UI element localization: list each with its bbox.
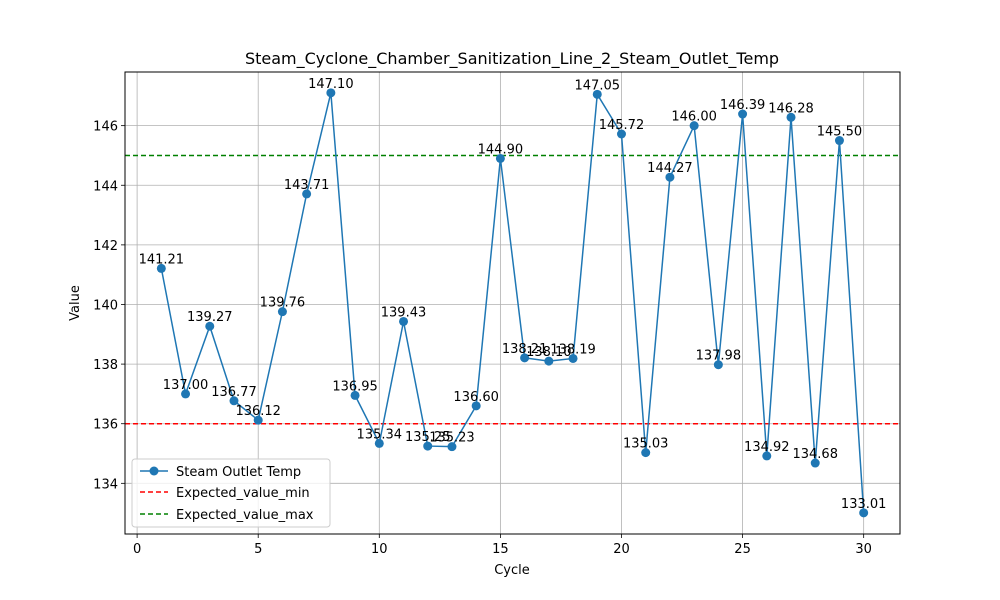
- data-label: 143.71: [284, 178, 330, 193]
- y-tick-label: 144: [93, 179, 118, 194]
- data-label: 137.00: [163, 378, 209, 393]
- data-label: 138.19: [550, 342, 596, 357]
- data-label: 147.10: [308, 77, 354, 92]
- data-point: [762, 451, 772, 461]
- data-label: 137.98: [696, 349, 742, 364]
- data-point: [495, 153, 505, 163]
- data-point: [810, 458, 820, 468]
- data-label: 134.68: [792, 447, 838, 462]
- data-point: [738, 109, 748, 119]
- data-point: [471, 401, 481, 411]
- data-label: 139.27: [187, 310, 233, 325]
- data-label: 134.92: [744, 440, 790, 455]
- legend-label-min: Expected_value_min: [176, 486, 310, 501]
- data-label: 133.01: [841, 497, 887, 512]
- data-point: [229, 396, 239, 406]
- y-tick-label: 142: [93, 239, 118, 254]
- data-point: [616, 129, 626, 139]
- data-label: 146.28: [768, 101, 814, 116]
- data-point: [350, 390, 360, 400]
- data-point: [520, 353, 530, 363]
- legend: Steam Outlet Temp Expected_value_min Exp…: [131, 458, 331, 528]
- y-tick-label: 138: [93, 358, 118, 373]
- data-label: 136.77: [211, 385, 257, 400]
- data-point: [689, 121, 699, 131]
- data-label: 136.12: [235, 404, 281, 419]
- data-label: 145.50: [817, 125, 863, 140]
- data-label: 136.60: [453, 390, 499, 405]
- x-tick-label: 10: [371, 542, 388, 557]
- legend-label-max: Expected_value_max: [176, 508, 314, 523]
- x-tick-label: 20: [613, 542, 630, 557]
- data-label: 139.76: [260, 296, 306, 311]
- data-label: 135.34: [357, 427, 403, 442]
- legend-label-series: Steam Outlet Temp: [176, 465, 301, 480]
- data-point: [374, 438, 384, 448]
- data-point: [859, 508, 869, 518]
- legend-box: [131, 458, 331, 528]
- data-point: [277, 307, 287, 317]
- data-point: [568, 353, 578, 363]
- chart-title: Steam_Cyclone_Chamber_Sanitization_Line_…: [245, 49, 779, 69]
- data-point: [592, 89, 602, 99]
- x-tick-label: 25: [734, 542, 751, 557]
- data-point: [834, 136, 844, 146]
- data-label: 135.25: [405, 430, 451, 445]
- y-tick-label: 146: [93, 120, 118, 135]
- data-label: 136.95: [332, 379, 378, 394]
- x-tick-label: 5: [254, 542, 262, 557]
- data-point: [641, 448, 651, 458]
- data-point: [181, 389, 191, 399]
- data-label: 138.10: [526, 345, 572, 360]
- series-layer: [156, 88, 869, 518]
- data-point: [713, 360, 723, 370]
- data-label: 138.21: [502, 342, 548, 357]
- data-label: 147.05: [575, 78, 621, 93]
- data-point: [665, 172, 675, 182]
- data-labels: 141.21 137.00 139.27 136.77 136.12 139.76 143.…: [139, 77, 887, 512]
- data-point: [326, 88, 336, 98]
- data-point: [423, 441, 433, 451]
- data-label: 144.27: [647, 161, 693, 176]
- data-point: [302, 189, 312, 199]
- reference-lines: [125, 154, 900, 425]
- plot-frame: [124, 71, 901, 535]
- data-label: 145.72: [599, 118, 645, 133]
- y-axis-label: Value: [68, 285, 83, 321]
- data-label: 144.90: [478, 142, 524, 157]
- y-tick-label: 134: [93, 477, 118, 492]
- data-point: [253, 415, 263, 425]
- x-axis-label: Cycle: [494, 563, 530, 578]
- x-axis-ticks: 0 5 10 15 20 25 30: [133, 534, 872, 557]
- y-tick-label: 136: [93, 418, 118, 433]
- legend-marker-series: [149, 466, 159, 476]
- data-label: 135.03: [623, 437, 669, 452]
- x-tick-label: 30: [855, 542, 872, 557]
- data-point: [544, 356, 554, 366]
- data-point: [447, 442, 457, 452]
- x-tick-label: 15: [492, 542, 509, 557]
- data-label: 146.00: [671, 110, 717, 125]
- data-point: [786, 112, 796, 122]
- data-label: 141.21: [139, 252, 185, 267]
- data-point: [156, 263, 166, 273]
- y-axis-ticks: 134 136 138 140 142 144 146: [93, 120, 125, 492]
- x-tick-label: 0: [133, 542, 141, 557]
- series-line: [160, 92, 865, 513]
- data-point: [399, 316, 409, 326]
- data-point: [205, 321, 215, 331]
- data-label: 146.39: [720, 98, 766, 113]
- y-tick-label: 140: [93, 298, 118, 313]
- data-label: 139.43: [381, 305, 427, 320]
- data-label: 135.23: [429, 431, 475, 446]
